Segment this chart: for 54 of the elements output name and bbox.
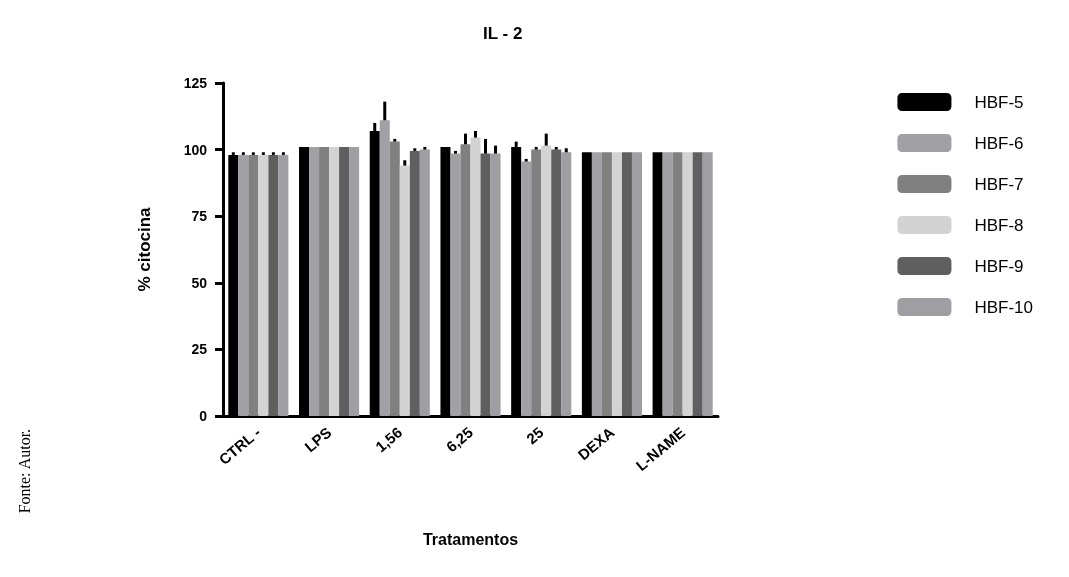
bar	[621, 152, 632, 416]
y-tick-label: 125	[183, 75, 208, 91]
x-tick-label: LPS	[301, 423, 335, 456]
source-note: Fonte: Autor.	[15, 428, 33, 514]
y-tick-label: 25	[191, 341, 208, 358]
bar	[561, 152, 572, 416]
bar	[702, 152, 713, 416]
x-axis-title: Tratamentos	[422, 530, 519, 548]
bar	[541, 145, 552, 416]
bar	[258, 154, 269, 416]
bar	[278, 154, 289, 416]
legend-label: HBF-8	[974, 215, 1024, 235]
bar	[419, 149, 430, 416]
bar	[379, 120, 390, 416]
bar	[611, 152, 622, 416]
legend-label: HBF-5	[974, 92, 1024, 112]
bar	[450, 153, 461, 416]
chart-title: IL - 2	[483, 24, 523, 43]
y-tick-label: 100	[183, 141, 208, 158]
y-tick-label: 0	[199, 408, 208, 424]
bar	[692, 152, 703, 416]
bar	[531, 149, 542, 416]
x-tick-label: 25	[522, 423, 547, 448]
x-tick-label: 6,25	[442, 423, 476, 456]
legend-label: HBF-10	[974, 297, 1034, 317]
bar	[329, 146, 340, 416]
bar	[248, 154, 259, 416]
bar	[268, 154, 279, 416]
legend-label: HBF-6	[974, 133, 1024, 153]
bar	[389, 141, 400, 416]
legend-label: HBF-7	[974, 174, 1024, 194]
bar	[672, 152, 683, 416]
bar	[682, 152, 693, 416]
bar	[309, 146, 320, 416]
y-axis-title: % citocina	[135, 206, 154, 292]
bar	[460, 144, 471, 416]
bar	[601, 152, 612, 416]
bar	[551, 149, 562, 416]
y-tick-label: 50	[191, 274, 208, 291]
bar	[339, 146, 350, 416]
legend-label: HBF-9	[974, 256, 1024, 276]
bar	[591, 152, 602, 416]
bar	[399, 165, 410, 416]
bar	[319, 146, 330, 416]
y-tick-label: 75	[191, 208, 208, 225]
bar	[470, 137, 481, 416]
bar	[662, 152, 673, 416]
bar	[480, 153, 491, 416]
bar	[409, 150, 420, 416]
bar	[631, 152, 642, 416]
bar	[521, 161, 532, 416]
bar	[238, 154, 249, 416]
bar	[349, 146, 360, 416]
bar	[490, 153, 501, 416]
